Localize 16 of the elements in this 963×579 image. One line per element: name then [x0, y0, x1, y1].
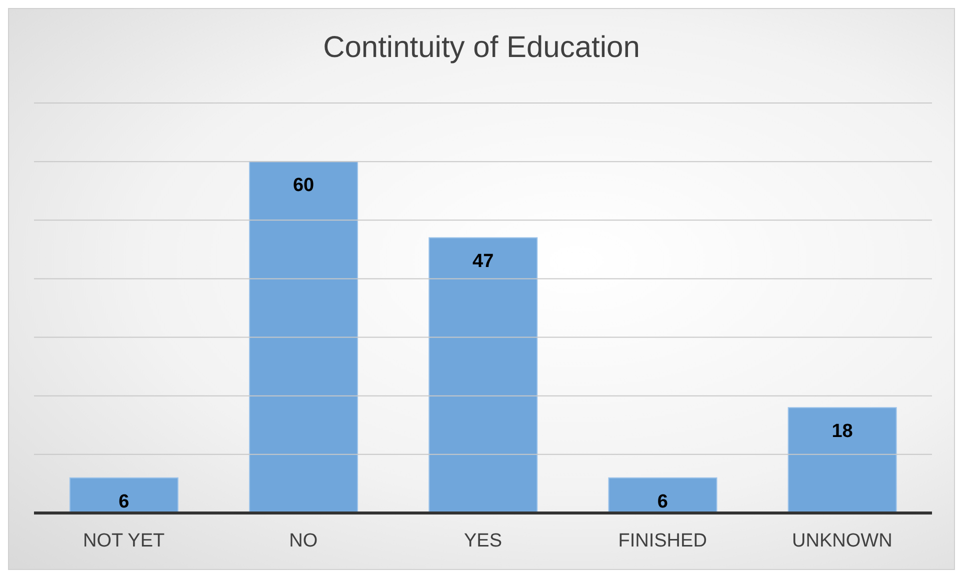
bar [249, 161, 358, 513]
bar [69, 477, 178, 513]
bar [608, 477, 718, 513]
x-tick-label: UNKNOWN [792, 530, 892, 552]
data-label: 6 [657, 491, 668, 512]
data-label: 47 [472, 251, 494, 272]
data-label: 60 [292, 175, 314, 196]
chart-title: Contintuity of Education [322, 31, 641, 65]
x-tick-label: NO [289, 530, 318, 552]
x-tick-label: NOT YET [82, 530, 166, 552]
data-label: 6 [118, 491, 130, 512]
bar [428, 237, 538, 513]
x-tick-label: FINISHED [618, 530, 707, 552]
bar [788, 407, 897, 513]
data-label: 18 [832, 421, 853, 442]
x-tick-label: YES [464, 530, 502, 552]
